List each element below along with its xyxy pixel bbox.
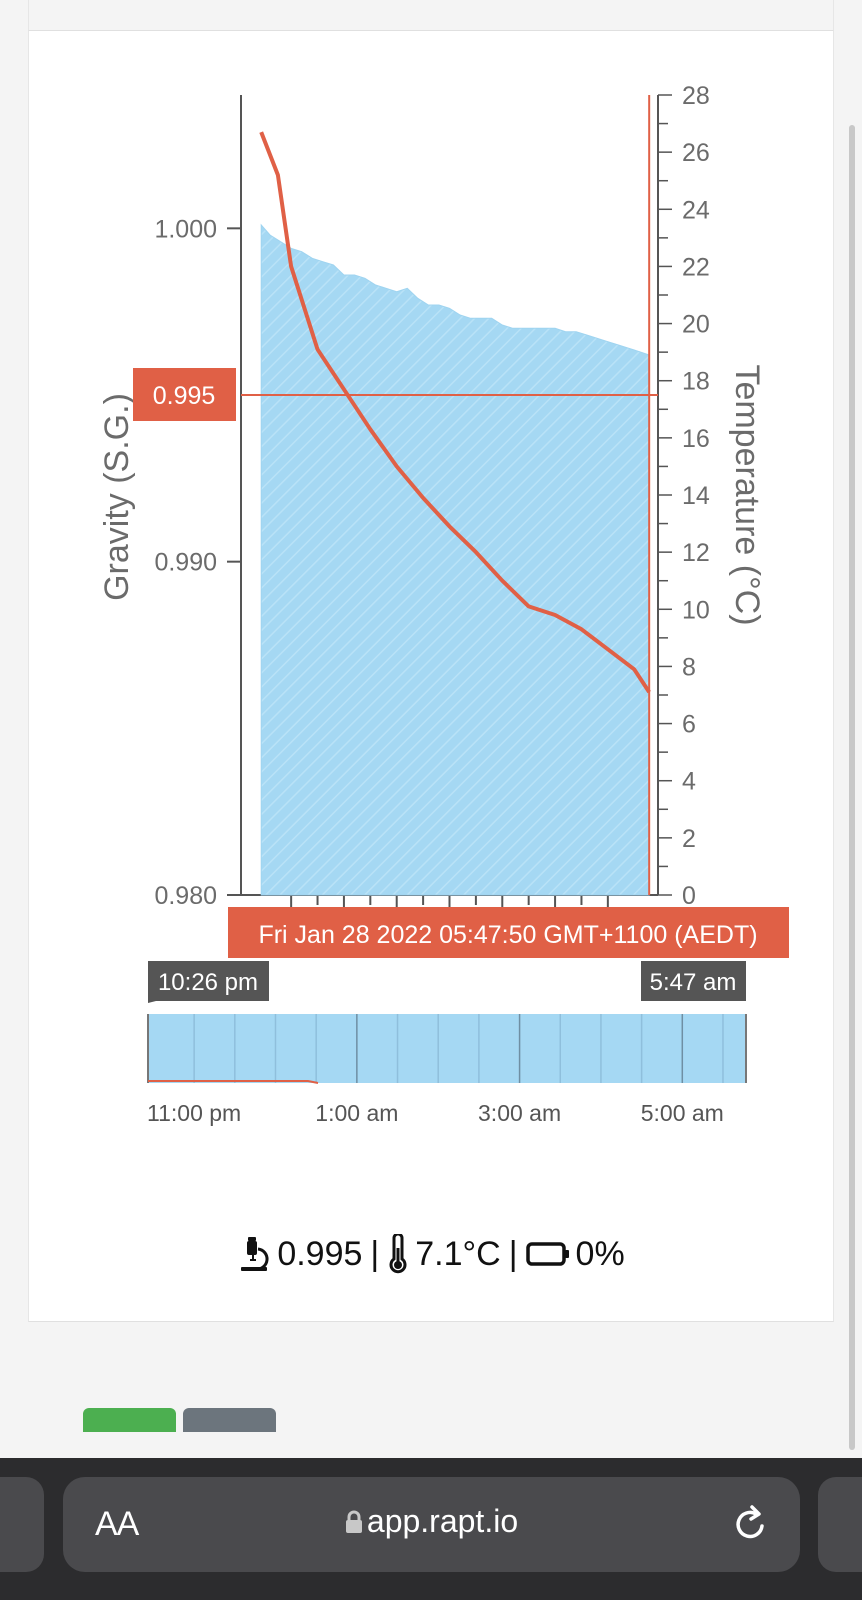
page-scrollbar[interactable] [849,125,855,1450]
gravity-reading: 0.995 [277,1234,363,1273]
temperature-reading: 7.1°C [415,1234,501,1273]
navigator-end-label: 5:47 am [650,969,737,996]
temperature-line [259,131,651,694]
text-size-button[interactable]: AA [95,1505,139,1543]
separator: | [370,1234,380,1273]
navigator-end-badge [641,961,746,1001]
navigator-tick-label: 3:00 am [478,1100,561,1126]
navigator-start-badge [148,961,269,1001]
secondary-action-button[interactable] [183,1408,276,1432]
navigator-tick-label: 5:00 am [641,1100,724,1126]
reload-icon[interactable] [732,1504,770,1549]
gravity-crosshair-label: 0.995 [153,382,216,410]
left-axis-tick-label: 0.980 [154,882,217,910]
right-axis-tick-label: 26 [682,139,710,167]
right-axis-tick-label: 16 [682,425,710,453]
gravity-temperature-chart[interactable]: 1.0000.9900.9802826242220181614121086420… [0,0,862,1140]
right-axis-title: Temperature (°C) [728,364,766,625]
right-axis-tick-label: 24 [682,196,710,224]
reading-summary: 0.995 | 7.1°C | 0% [0,1232,862,1276]
right-axis-tick-label: 12 [682,539,710,567]
time-crosshair-badge [228,907,789,958]
url-display[interactable]: app.rapt.io [63,1503,800,1542]
right-axis-tick-label: 0 [682,882,696,910]
right-axis-tick-label: 10 [682,596,710,624]
time-crosshair-label: Fri Jan 28 2022 05:47:50 GMT+1100 (AEDT) [258,921,757,949]
right-axis-tick-label: 8 [682,653,696,681]
navigator-tick-label: 11:00 pm [147,1100,241,1126]
right-axis-tick-label: 4 [682,768,696,796]
thermometer-icon [387,1234,409,1274]
top-strip [28,0,834,30]
navigator-top-band [148,1003,746,1014]
right-axis-tick-label: 18 [682,368,710,396]
next-tab[interactable] [818,1477,862,1572]
previous-tab[interactable] [0,1477,44,1572]
gravity-crosshair-badge [133,368,236,421]
right-axis-tick-label: 22 [682,253,710,281]
url-text: app.rapt.io [366,1503,519,1539]
navigator-tick-label: 1:00 am [315,1100,398,1126]
right-axis-tick-label: 20 [682,311,710,339]
battery-icon [525,1241,570,1267]
separator: | [508,1234,518,1273]
navigator-selection [148,1014,746,1083]
navigator-temperature-trace [148,1080,319,1084]
left-axis-title: Gravity (S.G.) [98,393,136,601]
gravity-area [260,223,650,896]
left-axis-tick-label: 0.990 [154,549,217,577]
left-axis-tick-label: 1.000 [154,215,217,243]
right-axis-tick-label: 14 [682,482,710,510]
microscope-icon [237,1235,271,1273]
navigator-start-handle [148,1001,156,1003]
address-bar[interactable]: AA app.rapt.io [63,1477,800,1572]
right-axis-tick-label: 28 [682,82,710,110]
navigator-start-label: 10:26 pm [158,969,258,996]
lock-icon [345,1505,363,1542]
battery-reading: 0% [575,1234,625,1273]
right-axis-tick-label: 2 [682,825,696,853]
right-axis-tick-label: 6 [682,711,696,739]
primary-action-button[interactable] [83,1408,176,1432]
